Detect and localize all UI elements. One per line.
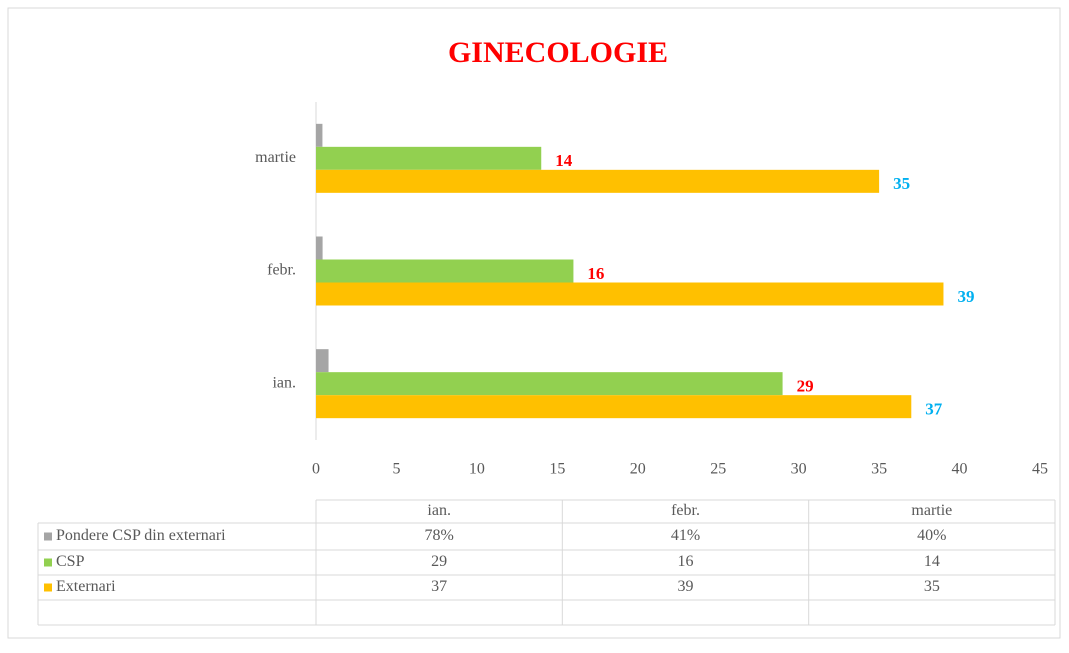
legend-label: CSP xyxy=(56,553,85,570)
table-header: martie xyxy=(911,502,952,519)
table-cell: 14 xyxy=(924,553,940,570)
bar xyxy=(316,282,944,306)
bar xyxy=(316,395,912,419)
bar xyxy=(316,236,323,260)
bar xyxy=(316,372,783,396)
chart-title: GINECOLOGIE xyxy=(448,36,668,69)
bar xyxy=(316,349,329,373)
x-tick-label: 5 xyxy=(392,461,400,478)
x-tick-label: 25 xyxy=(710,461,726,478)
data-label: 39 xyxy=(957,287,974,306)
bar xyxy=(316,146,542,170)
table-cell: 16 xyxy=(678,553,694,570)
y-tick-label: martie xyxy=(255,149,296,166)
data-label: 14 xyxy=(555,151,573,170)
legend-label: Externari xyxy=(56,578,116,595)
table-cell: 41% xyxy=(671,527,700,544)
x-tick-label: 20 xyxy=(630,461,646,478)
chart-border xyxy=(7,7,1061,639)
y-tick-label: ian. xyxy=(272,374,296,391)
table-cell: 35 xyxy=(924,578,940,595)
x-tick-label: 35 xyxy=(871,461,887,478)
x-tick-label: 0 xyxy=(312,461,320,478)
bar xyxy=(316,123,323,147)
table-header: febr. xyxy=(671,502,700,519)
x-tick-label: 15 xyxy=(549,461,565,478)
x-tick-label: 40 xyxy=(952,461,968,478)
legend-key xyxy=(44,558,52,567)
bar xyxy=(316,169,880,193)
table-cell: 39 xyxy=(678,578,694,595)
data-label: 37 xyxy=(925,400,943,419)
x-tick-label: 45 xyxy=(1032,461,1048,478)
y-tick-label: febr. xyxy=(267,262,296,279)
legend-key xyxy=(44,583,52,592)
x-tick-label: 10 xyxy=(469,461,485,478)
x-tick-label: 30 xyxy=(791,461,807,478)
legend-label: Pondere CSP din externari xyxy=(56,527,226,544)
table-cell: 29 xyxy=(431,553,447,570)
bar xyxy=(316,259,574,283)
table-cell: 78% xyxy=(425,527,454,544)
data-label: 16 xyxy=(587,264,604,283)
table-cell: 40% xyxy=(917,527,946,544)
table-header: ian. xyxy=(427,502,451,519)
table-cell: 37 xyxy=(431,578,447,595)
data-label: 29 xyxy=(797,377,814,396)
data-label: 35 xyxy=(893,174,910,193)
legend-key xyxy=(44,532,52,541)
